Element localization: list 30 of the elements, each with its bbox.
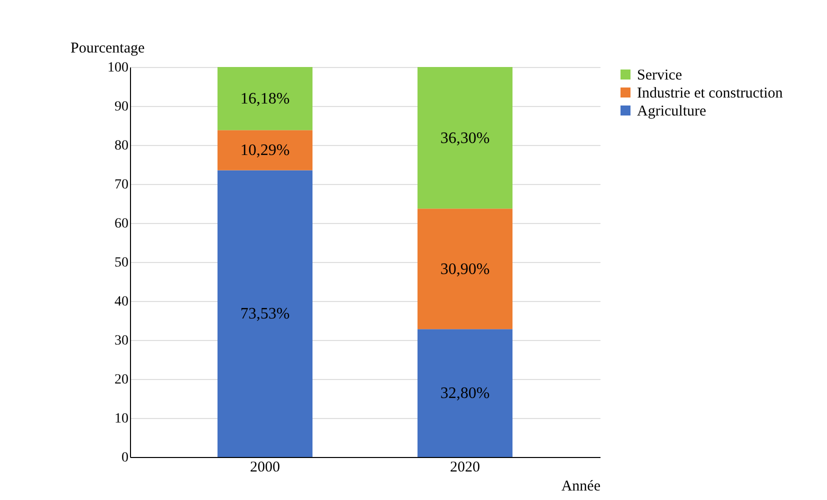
legend-label: Agriculture xyxy=(637,104,706,120)
bar xyxy=(418,329,512,457)
y-tick-label: 0 xyxy=(122,450,128,466)
data-label: 36,30% xyxy=(440,130,490,147)
x-tick-label: 2000 xyxy=(250,460,280,476)
y-tick-label: 80 xyxy=(114,138,128,154)
data-label: 30,90% xyxy=(440,260,490,278)
y-tick-label: 90 xyxy=(114,100,128,114)
y-axis-title: Pourcentage xyxy=(70,40,145,56)
y-tick-label: 10 xyxy=(114,412,128,426)
y-tick-label: 20 xyxy=(114,372,128,388)
y-tick-label: 30 xyxy=(114,334,128,348)
x-tick-label: 2020 xyxy=(450,460,480,476)
data-label: 73,53% xyxy=(240,306,290,323)
legend-label: Service xyxy=(637,68,682,84)
y-tick-label: 40 xyxy=(114,294,128,310)
y-tick-label: 70 xyxy=(114,178,128,192)
bar xyxy=(418,67,512,209)
y-tick-label: 100 xyxy=(108,60,128,76)
x-axis-title: Année xyxy=(561,478,601,494)
legend-label: Industrie et construction xyxy=(637,86,784,102)
data-label: 32,80% xyxy=(440,385,490,402)
bar xyxy=(218,130,312,170)
bar xyxy=(418,208,512,330)
data-label: 10,29% xyxy=(240,142,290,160)
data-label: 16,18% xyxy=(240,90,290,108)
y-tick-label: 50 xyxy=(114,256,128,270)
bar xyxy=(218,67,312,130)
bar xyxy=(218,170,312,457)
y-tick-label: 60 xyxy=(114,216,128,232)
